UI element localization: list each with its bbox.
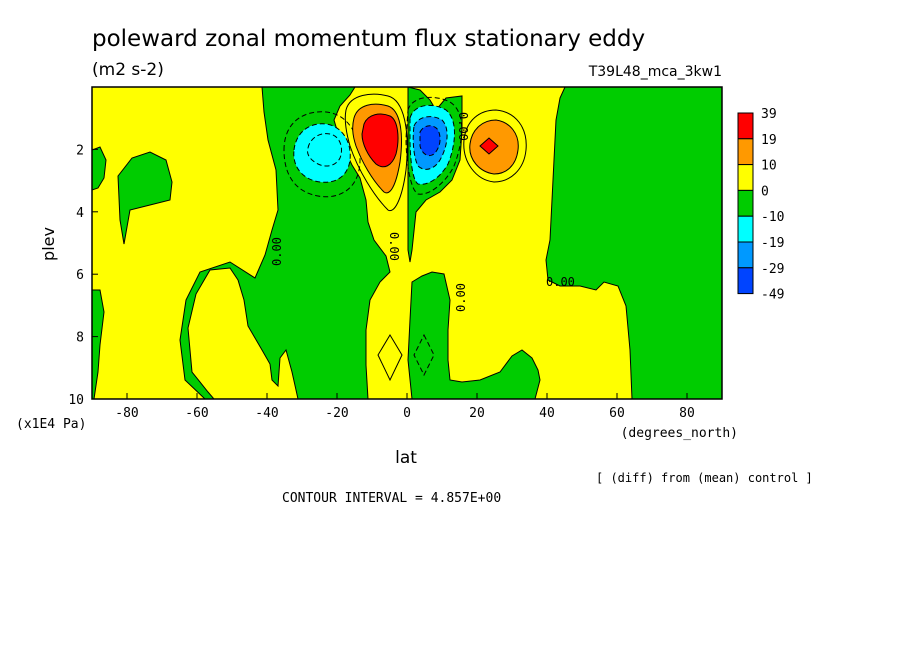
negative-lobe-south xyxy=(293,123,351,183)
chart-title: poleward zonal momentum flux stationary … xyxy=(92,26,645,52)
x-tick-label: -60 xyxy=(185,406,208,421)
colorbar-swatch xyxy=(737,215,754,243)
x-tick-label: 80 xyxy=(679,406,695,421)
x-axis: -80 -60 -40 -20 0 20 40 60 80 xyxy=(115,393,695,421)
colorbar-label: -19 xyxy=(761,236,784,251)
y-tick-label: 6 xyxy=(76,268,84,283)
contour-label: 0.00 xyxy=(270,237,284,266)
y-axis-label: plev xyxy=(39,227,58,261)
chart-units: (m2 s-2) xyxy=(92,60,164,80)
colorbar-label: -29 xyxy=(761,262,784,277)
colorbar-label: 19 xyxy=(761,133,777,148)
x-tick-label: 40 xyxy=(539,406,555,421)
x-axis-label: lat xyxy=(395,448,417,468)
contour-interval: CONTOUR INTERVAL = 4.857E+00 xyxy=(282,491,501,506)
y-tick-label: 2 xyxy=(76,143,84,158)
colorbar-label: -49 xyxy=(761,288,784,303)
y-tick-label: 10 xyxy=(68,393,84,408)
contour-labels: 0.00 0.00 0.00 0.00 0.00 xyxy=(270,112,575,312)
negative-lobe-b-core xyxy=(419,125,441,157)
colorbar-label: 39 xyxy=(761,107,777,122)
y-tick-label: 8 xyxy=(76,331,84,346)
x-axis-units: (degrees_north) xyxy=(621,426,738,441)
negative-lobe-b-outer xyxy=(405,96,463,195)
negative-lobe-south-inner xyxy=(307,133,343,167)
colorbar-swatch xyxy=(737,267,754,295)
y-axis: 2 4 6 8 10 xyxy=(68,143,98,408)
contour-label: 0.00 xyxy=(546,275,575,289)
colorbar-swatch xyxy=(737,112,754,140)
x-tick-label: -40 xyxy=(255,406,278,421)
x-tick-label: 60 xyxy=(609,406,625,421)
colorbar-label: -10 xyxy=(761,210,784,225)
colorbar-swatch xyxy=(737,138,754,166)
colorbar-swatch xyxy=(737,241,754,269)
plot-area xyxy=(92,87,722,399)
x-tick-label: -20 xyxy=(325,406,348,421)
x-tick-label: -80 xyxy=(115,406,138,421)
positive-lobe-c-red xyxy=(479,137,499,155)
green-region-north xyxy=(545,87,722,399)
colorbar-label: 0 xyxy=(761,184,769,199)
green-region-left-pocket xyxy=(117,151,173,245)
small-contour-negative xyxy=(413,333,435,377)
x-tick-label: 0 xyxy=(403,406,411,421)
colorbar: 39 19 10 0 -10 -19 -29 -49 xyxy=(737,107,784,303)
x-tick-label: 20 xyxy=(469,406,485,421)
green-region-lower-middle xyxy=(407,271,541,399)
y-axis-units: (x1E4 Pa) xyxy=(16,417,86,432)
y-tick-label: 4 xyxy=(76,206,84,221)
positive-lobe-c-outer xyxy=(463,109,527,183)
positive-lobe-a-red xyxy=(361,113,399,168)
contour-label: 0.00 xyxy=(387,232,401,261)
colorbar-swatch xyxy=(737,164,754,191)
negative-lobe-south-outer xyxy=(283,111,361,198)
positive-lobe-a-outer xyxy=(344,93,408,212)
comparison-note: [ (diff) from (mean) control ] xyxy=(596,471,813,485)
colorbar-label: 10 xyxy=(761,159,777,174)
small-contour-positive xyxy=(377,334,403,382)
contour-label: 0.00 xyxy=(454,283,468,312)
green-region-left-edge xyxy=(92,146,107,191)
run-label: T39L48_mca_3kw1 xyxy=(588,64,722,80)
colorbar-swatch xyxy=(737,189,754,217)
contour-label: 0.00 xyxy=(456,112,470,141)
green-region-left-lower xyxy=(92,289,105,399)
